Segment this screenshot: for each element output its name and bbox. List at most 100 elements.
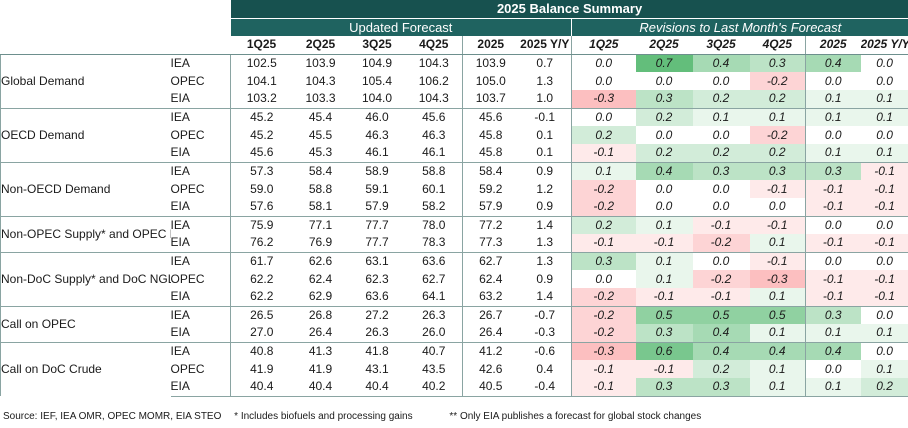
forecast-value: 104.3 — [305, 73, 336, 88]
row-source-label: EIA — [170, 378, 231, 397]
forecast-value: 76.2 — [250, 235, 274, 250]
revision-value: -0.1 — [805, 288, 861, 306]
revision-value: -0.3 — [571, 341, 636, 360]
forecast-value: 77.7 — [365, 235, 389, 250]
revision-value: 0.1 — [860, 360, 908, 378]
revision-value: -0.1 — [860, 180, 908, 198]
revision-value: -0.2 — [749, 126, 806, 144]
revision-value: 0.0 — [571, 53, 636, 72]
row-category-label: Call on OPEC — [0, 305, 171, 342]
forecast-value: 104.1 — [246, 73, 277, 88]
revision-value: -0.1 — [635, 360, 693, 378]
revision-value: 0.3 — [692, 378, 750, 397]
revision-value: 0.0 — [860, 305, 908, 324]
revision-value: 0.0 — [805, 251, 861, 270]
revision-value: -0.2 — [692, 270, 750, 288]
forecast-value: -0.1 — [518, 107, 572, 126]
forecast-value: 78.3 — [422, 235, 446, 250]
revision-value: -0.1 — [692, 215, 750, 234]
revision-value: 0.1 — [749, 324, 806, 342]
forecast-value: 40.5 — [462, 378, 519, 397]
forecast-value: 104.3 — [405, 53, 463, 72]
forecast-value: 41.2 — [462, 341, 519, 360]
revision-value: 0.2 — [749, 90, 806, 108]
revision-value: 0.1 — [749, 234, 806, 252]
forecast-value: 57.9 — [462, 198, 519, 216]
forecast-value: 103.9 — [292, 53, 349, 72]
revision-value: 0.4 — [749, 341, 806, 360]
forecast-value: 60.1 — [422, 181, 446, 196]
revision-value: 0.0 — [860, 215, 908, 234]
revision-value: 0.3 — [805, 161, 861, 180]
row-category-label: Call on DoC Crude — [0, 341, 171, 396]
table-row: Call on DoC Crude IEA 40.8 41.3 41.8 40.7 41.2… — [0, 341, 908, 396]
forecast-value: 40.4 — [292, 378, 349, 397]
forecast-value: 63.6 — [405, 251, 463, 270]
revision-value: 0.2 — [692, 90, 750, 108]
row-source-label: OPEC — [170, 360, 231, 378]
forecast-value: 105.4 — [361, 73, 393, 88]
col-header-5: 2025 Y/Y — [518, 36, 572, 55]
forecast-value: 26.4 — [308, 325, 333, 340]
row-source-label: OPEC — [170, 270, 231, 288]
forecast-value: 45.4 — [292, 107, 349, 126]
revision-value: -0.2 — [692, 234, 750, 252]
forecast-value: 57.3 — [230, 161, 293, 180]
forecast-value: 104.9 — [348, 53, 406, 72]
row-source-label: EIA — [170, 144, 231, 162]
forecast-value: 45.3 — [308, 145, 333, 160]
rev-col-header-0: 1Q25 — [571, 36, 636, 55]
forecast-value: 40.8 — [230, 341, 293, 360]
revision-value: 0.0 — [860, 341, 908, 360]
revision-value: 0.4 — [635, 161, 693, 180]
forecast-value: 46.0 — [348, 107, 406, 126]
revision-value: 0.5 — [635, 305, 693, 324]
forecast-value: 103.7 — [462, 90, 519, 108]
forecast-value: 76.9 — [308, 235, 333, 250]
revision-value: 0.0 — [692, 72, 750, 90]
forecast-value: 40.4 — [348, 378, 406, 397]
forecast-value: 62.7 — [462, 251, 519, 270]
forecast-value: 57.6 — [250, 199, 274, 214]
forecast-value: 45.6 — [405, 107, 463, 126]
revision-value: -0.1 — [860, 198, 908, 216]
revision-value: 0.1 — [805, 378, 861, 397]
revision-value: 0.0 — [860, 126, 908, 144]
table-row: OPEC 62.2 62.4 62.3 62.7 62.4 0.9 0.0 0.1 -0.2 -0.… — [1, 270, 908, 288]
forecast-value: 0.7 — [518, 53, 572, 72]
forecast-value: 58.4 — [462, 161, 519, 180]
revision-value: 0.7 — [635, 53, 693, 72]
revision-value: 0.1 — [860, 144, 908, 162]
forecast-value: 46.1 — [422, 145, 446, 160]
row-source-label: IEA — [170, 161, 231, 180]
forecast-value: 103.3 — [305, 91, 336, 106]
revision-value: 0.0 — [805, 72, 861, 90]
revision-value: 0.4 — [805, 341, 861, 360]
forecast-value: 45.8 — [462, 126, 519, 144]
forecast-value: 1.3 — [518, 72, 572, 90]
forecast-value: 0.9 — [518, 198, 572, 216]
revision-value: 0.2 — [692, 360, 750, 378]
forecast-value: 59.0 — [250, 181, 274, 196]
forecast-value: 61.7 — [230, 251, 293, 270]
row-source-label: EIA — [170, 288, 231, 306]
revision-value: -0.1 — [805, 198, 861, 216]
table-title: 2025 Balance Summary — [230, 0, 908, 19]
forecast-value: 58.8 — [308, 181, 333, 196]
forecast-value: 0.1 — [518, 144, 572, 162]
forecast-value: 45.8 — [462, 144, 519, 162]
forecast-value: 1.3 — [518, 234, 572, 252]
forecast-value: 104.3 — [418, 91, 449, 106]
forecast-value: -0.3 — [518, 324, 572, 342]
row-category-label: OECD Demand — [0, 107, 171, 162]
forecast-value: 1.2 — [518, 180, 572, 198]
forecast-value: 26.3 — [365, 325, 389, 340]
footnote-biofuels: * Includes biofuels and processing gains — [234, 411, 413, 422]
forecast-value: 62.9 — [308, 289, 333, 304]
row-source-label: IEA — [170, 53, 231, 72]
table-row: Non-OECD Demand IEA 57.3 58.4 58.9 58.8 58.4 0.… — [0, 161, 908, 216]
forecast-value: 41.9 — [308, 361, 333, 376]
forecast-value: 59.1 — [365, 181, 389, 196]
revision-value: 0.0 — [635, 126, 693, 144]
